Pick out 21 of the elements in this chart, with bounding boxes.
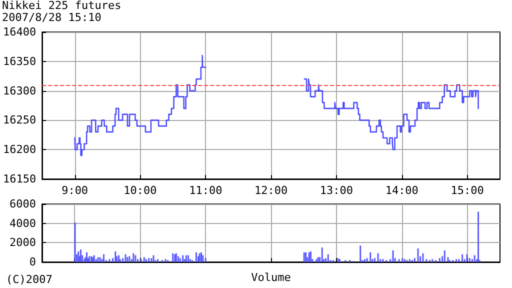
y-tick-label: 6000 [10,198,36,210]
y-tick-label: 16250 [2,114,36,127]
x-axis-title: Volume [251,271,291,284]
y-tick-label: 16350 [2,54,36,68]
x-tick-label: 9:00 [62,184,88,197]
y-tick-label: 16200 [2,143,36,156]
chart-title: Nikkei 225 futures [2,0,122,12]
y-tick-label: 4000 [10,216,36,230]
x-tick-label: 15:00 [450,184,484,197]
y-tick-label: 16300 [2,84,36,98]
text: (C)2007 [6,273,52,286]
x-tick-label: 13:00 [320,184,354,197]
y-tick-label: 16150 [2,172,36,186]
x-tick-label: 10:00 [124,184,157,197]
x-tick-label: 11:00 [189,184,222,197]
y-tick-label: 2000 [10,236,36,250]
x-tick-label: 14:00 [385,184,418,197]
y-tick-label: 0 [29,256,36,268]
x-tick-label: 12:00 [254,184,288,197]
chart-subtitle: 2007/8/28 15:10 [2,11,102,24]
y-tick-label: 16400 [2,26,36,38]
